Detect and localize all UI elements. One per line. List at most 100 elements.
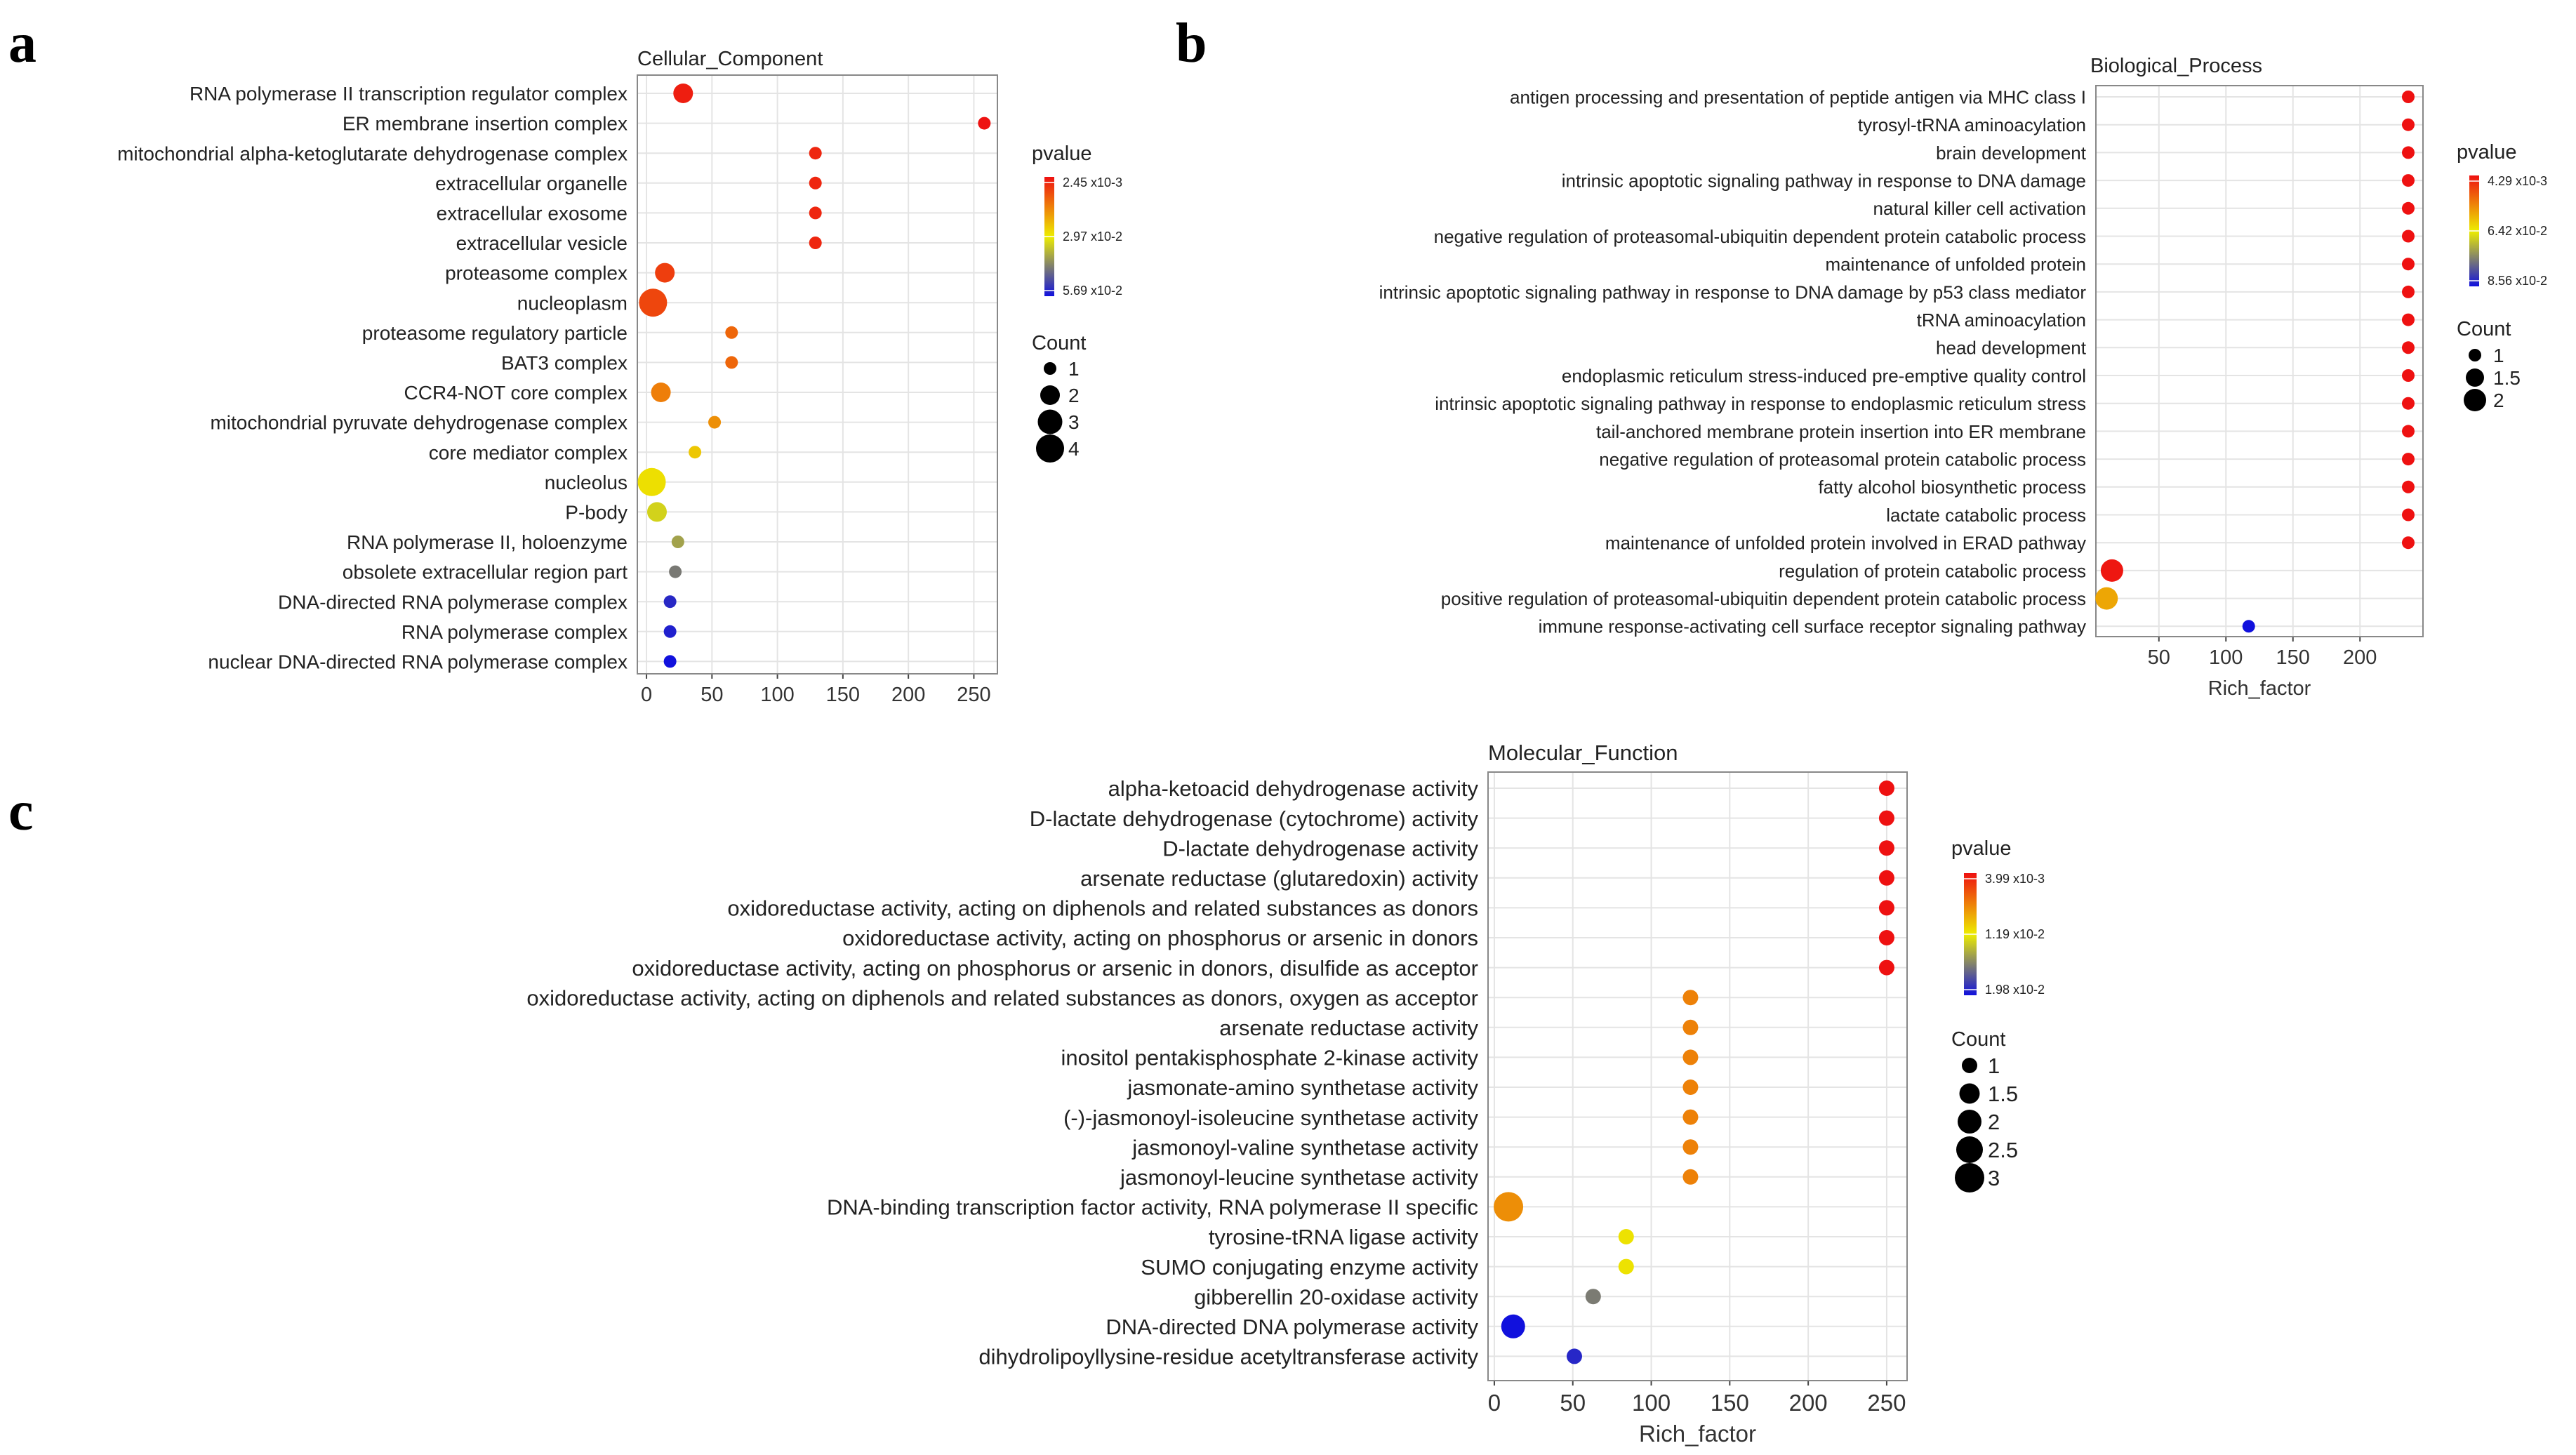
data-point: [1878, 780, 1894, 796]
data-point: [2100, 559, 2123, 582]
data-point: [1682, 1109, 1699, 1125]
data-point: [1878, 959, 1894, 976]
data-point: [1682, 1169, 1699, 1185]
data-point: [2401, 146, 2415, 159]
pvalue-legend-label: 1.98 x10-2: [1985, 983, 2045, 997]
count-legend-dot: [2469, 349, 2481, 361]
pvalue-legend-label: 2.45 x10-3: [1063, 175, 1122, 190]
term-label: core mediator complex: [429, 441, 628, 463]
data-point: [1682, 1079, 1699, 1095]
x-tick-label: 50: [2148, 646, 2170, 669]
data-point: [1618, 1229, 1634, 1244]
count-legend-label: 3: [1068, 411, 1080, 433]
count-legend-label: 2: [1988, 1110, 2000, 1134]
data-point: [2401, 341, 2415, 354]
data-point: [2401, 369, 2415, 382]
count-legend-dot: [1044, 362, 1056, 375]
count-legend-label: 2.5: [1988, 1138, 2018, 1162]
term-label: D-lactate dehydrogenase (cytochrome) act…: [1030, 806, 1479, 831]
term-label: obsolete extracellular region part: [343, 562, 628, 583]
term-label: inositol pentakisphosphate 2-kinase acti…: [1061, 1046, 1478, 1070]
count-legend-title: Count: [1951, 1028, 2005, 1051]
x-tick-label: 100: [1632, 1390, 1671, 1416]
x-tick-label: 250: [957, 684, 990, 706]
term-label: proteasome complex: [445, 263, 628, 284]
term-label: negative regulation of proteasomal prote…: [1599, 449, 2086, 470]
term-label: jasmonoyl-leucine synthetase activity: [1120, 1165, 1479, 1190]
plot-frame: [1487, 771, 1908, 1381]
term-label: ER membrane insertion complex: [343, 113, 628, 135]
term-label: tail-anchored membrane protein insertion…: [1596, 421, 2086, 442]
count-legend-label: 1: [2493, 345, 2504, 366]
x-tick-label: 50: [701, 684, 723, 706]
term-label: mitochondrial pyruvate dehydrogenase com…: [210, 412, 628, 434]
panel-label-b: b: [1176, 13, 1207, 74]
term-label: nuclear DNA-directed RNA polymerase comp…: [208, 651, 628, 672]
data-point: [673, 84, 693, 103]
data-point: [1501, 1314, 1525, 1338]
data-point: [1682, 1019, 1699, 1035]
data-point: [2401, 453, 2415, 466]
term-label: gibberellin 20-oxidase activity: [1194, 1284, 1478, 1309]
pvalue-legend-title: pvalue: [1951, 837, 2011, 860]
data-point: [689, 446, 702, 459]
x-tick-label: 0: [1488, 1390, 1501, 1416]
pvalue-legend-title: pvalue: [2457, 141, 2516, 164]
pvalue-legend-label: 8.56 x10-2: [2488, 274, 2547, 288]
data-point: [2401, 508, 2415, 521]
term-label: jasmonoyl-valine synthetase activity: [1131, 1135, 1478, 1160]
x-tick-label: 250: [1867, 1390, 1906, 1416]
data-point: [1618, 1258, 1634, 1275]
pvalue-legend-label: 4.29 x10-3: [2488, 174, 2547, 188]
term-label: oxidoreductase activity, acting on phosp…: [632, 956, 1478, 981]
count-legend-title: Count: [2457, 318, 2511, 340]
data-point: [809, 147, 822, 160]
x-tick-label: 150: [1711, 1390, 1749, 1416]
data-point: [2401, 285, 2415, 298]
data-point: [2401, 230, 2415, 243]
data-point: [663, 625, 677, 638]
term-label: DNA-binding transcription factor activit…: [827, 1195, 1478, 1220]
data-point: [978, 117, 991, 130]
term-label: maintenance of unfolded protein: [1826, 254, 2087, 275]
count-legend-dot: [1036, 434, 1064, 463]
term-label: intrinsic apoptotic signaling pathway in…: [1562, 170, 2086, 191]
term-label: alpha-ketoacid dehydrogenase activity: [1108, 776, 1479, 801]
pvalue-legend-label: 6.42 x10-2: [2488, 224, 2547, 238]
x-tick-label: 150: [2276, 646, 2310, 669]
plot-border: [1487, 771, 1908, 1381]
pvalue-legend-label: 1.19 x10-2: [1985, 927, 2045, 941]
count-legend-dot: [1956, 1136, 1983, 1163]
biological-process-panel: 50 100 150 200 antigen processing and presen…: [1379, 55, 2547, 700]
pvalue-legend-label: 3.99 x10-3: [1985, 872, 2045, 886]
term-label: endoplasmic reticulum stress-induced pre…: [1562, 365, 2086, 386]
term-label: DNA-directed DNA polymerase activity: [1106, 1315, 1478, 1339]
term-label: jasmonate-amino synthetase activity: [1127, 1075, 1478, 1100]
data-point: [1494, 1192, 1524, 1222]
x-axis-label: Rich_factor: [2208, 677, 2311, 700]
data-point: [2401, 258, 2415, 271]
chart-title: Biological_Process: [2090, 55, 2262, 77]
term-label: CCR4-NOT core complex: [404, 382, 628, 404]
count-legend-dot: [1037, 409, 1063, 434]
data-point: [646, 502, 667, 522]
data-point: [809, 176, 822, 190]
data-point: [2401, 313, 2415, 326]
term-label: oxidoreductase activity, acting on diphe…: [727, 896, 1478, 921]
count-legend-dot: [2466, 368, 2484, 387]
count-legend-label: 1: [1068, 358, 1080, 380]
term-label: head development: [1936, 338, 2087, 359]
term-label: nucleoplasm: [517, 292, 628, 314]
data-point: [1878, 930, 1894, 945]
count-legend-label: 2: [1068, 385, 1080, 406]
count-legend-dot: [1955, 1163, 1984, 1192]
count-legend-dot: [1962, 1058, 1977, 1073]
data-point: [637, 467, 666, 496]
term-label: nucleolus: [545, 472, 628, 493]
count-legend-label: 2: [2493, 390, 2504, 411]
term-label: extracellular exosome: [437, 202, 628, 224]
data-point: [2401, 174, 2415, 187]
term-label: tyrosyl-tRNA aminoacylation: [1858, 114, 2086, 135]
count-legend-dot: [1040, 385, 1060, 405]
